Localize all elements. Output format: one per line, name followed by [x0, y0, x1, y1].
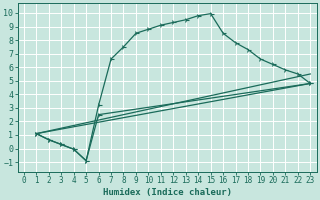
X-axis label: Humidex (Indice chaleur): Humidex (Indice chaleur) [103, 188, 232, 197]
